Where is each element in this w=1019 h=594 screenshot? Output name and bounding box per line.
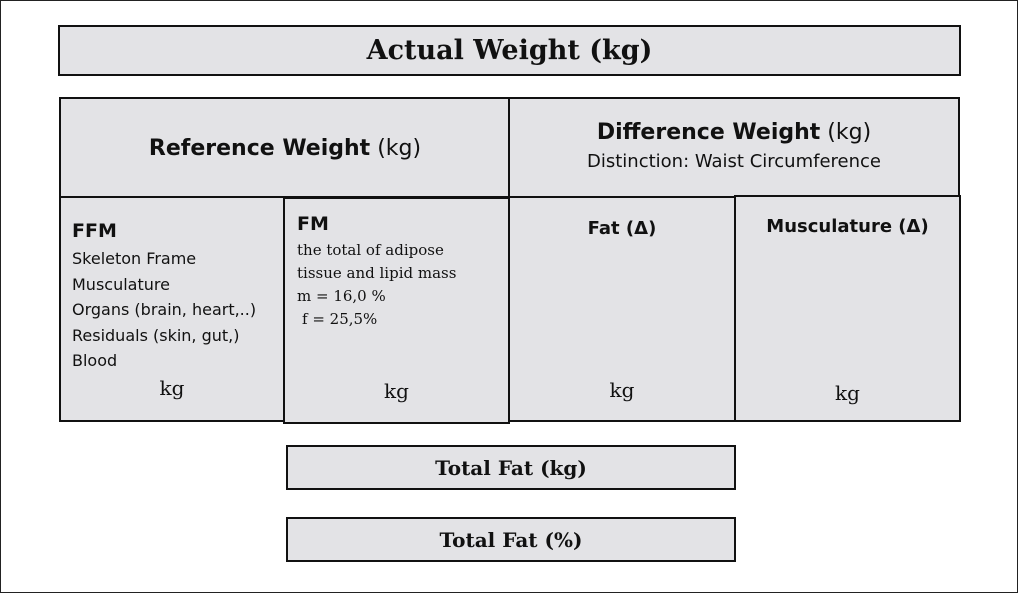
fat-delta-heading: Fat (Δ) bbox=[587, 218, 657, 239]
actual-weight-label: Actual Weight (kg) bbox=[366, 35, 653, 66]
fm-description: the total of adipose tissue and lipid ma… bbox=[297, 239, 456, 331]
difference-weight-box: Difference Weight (kg) Distinction: Wais… bbox=[508, 97, 960, 198]
fm-heading: FM bbox=[297, 213, 329, 235]
total-fat-kg-label: Total Fat (kg) bbox=[435, 455, 587, 480]
fm-box: FM the total of adipose tissue and lipid… bbox=[283, 197, 510, 424]
ffm-item: Residuals (skin, gut,) bbox=[72, 325, 240, 345]
reference-weight-title: Reference Weight (kg) bbox=[149, 135, 421, 161]
total-fat-kg-box: Total Fat (kg) bbox=[286, 445, 736, 490]
ffm-heading: FFM bbox=[72, 220, 117, 242]
ffm-unit: kg bbox=[159, 376, 185, 400]
fm-unit: kg bbox=[384, 379, 409, 403]
fm-line: m = 16,0 % bbox=[297, 287, 386, 305]
musculature-delta-box: Musculature (Δ) kg bbox=[734, 195, 961, 422]
difference-weight-subtitle: Distinction: Waist Circumference bbox=[587, 151, 881, 172]
actual-weight-box: Actual Weight (kg) bbox=[58, 25, 961, 76]
musculature-delta-unit: kg bbox=[835, 381, 860, 405]
difference-weight-bold: Difference Weight bbox=[596, 120, 821, 145]
total-fat-pct-box: Total Fat (%) bbox=[286, 517, 736, 562]
reference-weight-box: Reference Weight (kg) bbox=[59, 97, 511, 198]
ffm-box: FFM Skeleton Frame Musculature Organs (b… bbox=[59, 196, 285, 422]
fm-line: the total of adipose bbox=[297, 241, 444, 259]
ffm-item: Blood bbox=[72, 351, 118, 370]
total-fat-pct-label: Total Fat (%) bbox=[439, 527, 583, 552]
ffm-item: Skeleton Frame bbox=[72, 249, 197, 268]
fm-line: f = 25,5% bbox=[302, 310, 378, 328]
fat-delta-unit: kg bbox=[609, 378, 635, 402]
ffm-item: Organs (brain, heart,..) bbox=[72, 300, 257, 319]
ffm-list: Skeleton Frame Musculature Organs (brain… bbox=[72, 246, 256, 374]
difference-weight-title: Difference Weight (kg) bbox=[510, 119, 958, 145]
reference-weight-unit: (kg) bbox=[370, 135, 422, 161]
fm-line: tissue and lipid mass bbox=[297, 264, 457, 282]
reference-weight-bold: Reference Weight bbox=[148, 135, 371, 161]
fat-delta-box: Fat (Δ) kg bbox=[508, 196, 736, 422]
difference-weight-unit: (kg) bbox=[820, 120, 872, 145]
musculature-delta-heading: Musculature (Δ) bbox=[766, 216, 929, 237]
ffm-item: Musculature bbox=[72, 274, 170, 294]
